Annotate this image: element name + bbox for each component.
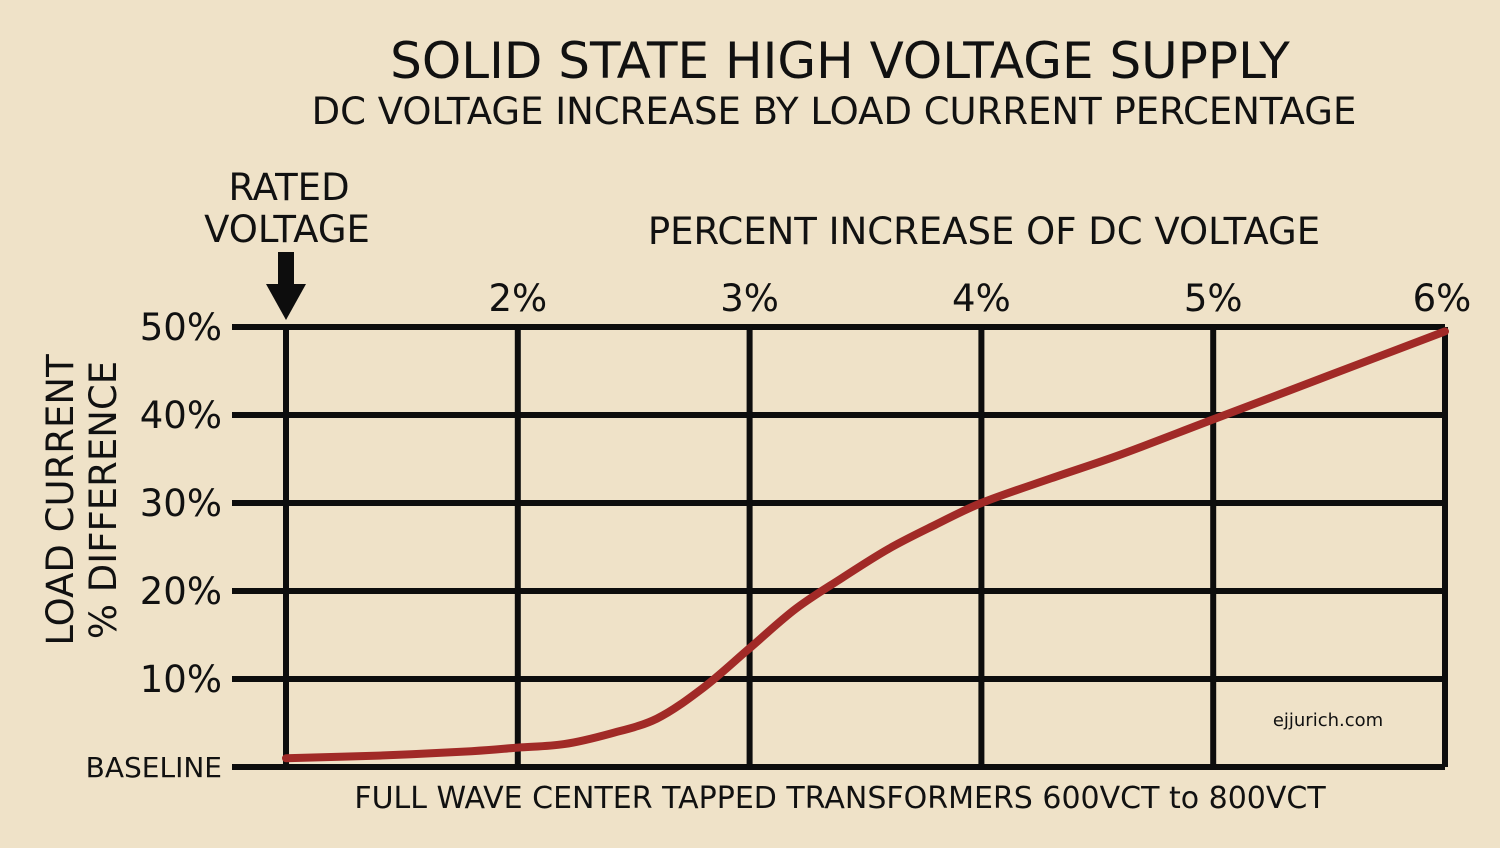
rated-voltage-label-line1: RATED bbox=[228, 166, 349, 209]
x-axis-title: PERCENT INCREASE OF DC VOLTAGE bbox=[648, 210, 1320, 253]
chart-subtitle: DC VOLTAGE INCREASE BY LOAD CURRENT PERC… bbox=[312, 90, 1357, 133]
x-tick-label-5: 5% bbox=[1184, 277, 1243, 320]
tick-label-layer: BASELINE 10% 20% 30% 40% 50% 2% 3% 4% 5% 6% bbox=[86, 277, 1472, 784]
x-tick-label-3: 3% bbox=[720, 277, 779, 320]
y-axis-title: LOAD CURRENT % DIFFERENCE bbox=[39, 354, 125, 646]
grid-layer bbox=[232, 324, 1448, 770]
chart-footer: FULL WAVE CENTER TAPPED TRANSFORMERS 600… bbox=[354, 781, 1326, 816]
watermark: ejjurich.com bbox=[1273, 710, 1383, 731]
y-axis-title-line2: % DIFFERENCE bbox=[82, 361, 125, 639]
rated-voltage-label-line2: VOLTAGE bbox=[204, 208, 370, 251]
y-tick-label-40: 40% bbox=[140, 394, 222, 437]
rated-voltage-arrow-icon bbox=[266, 252, 306, 320]
series-line bbox=[282, 327, 1449, 763]
y-tick-label-10: 10% bbox=[140, 658, 222, 701]
chart-title: SOLID STATE HIGH VOLTAGE SUPPLY bbox=[390, 32, 1290, 90]
x-tick-label-4: 4% bbox=[952, 277, 1011, 320]
y-tick-label-20: 20% bbox=[140, 570, 222, 613]
y-axis-title-line1: LOAD CURRENT bbox=[39, 354, 82, 646]
y-tick-label-0: BASELINE bbox=[86, 751, 222, 784]
arrow-shaft bbox=[278, 252, 294, 286]
x-tick-label-6: 6% bbox=[1413, 277, 1472, 320]
x-tick-label-2: 2% bbox=[488, 277, 547, 320]
y-tick-label-50: 50% bbox=[140, 306, 222, 349]
y-tick-label-30: 30% bbox=[140, 482, 222, 525]
arrow-head bbox=[266, 284, 306, 320]
